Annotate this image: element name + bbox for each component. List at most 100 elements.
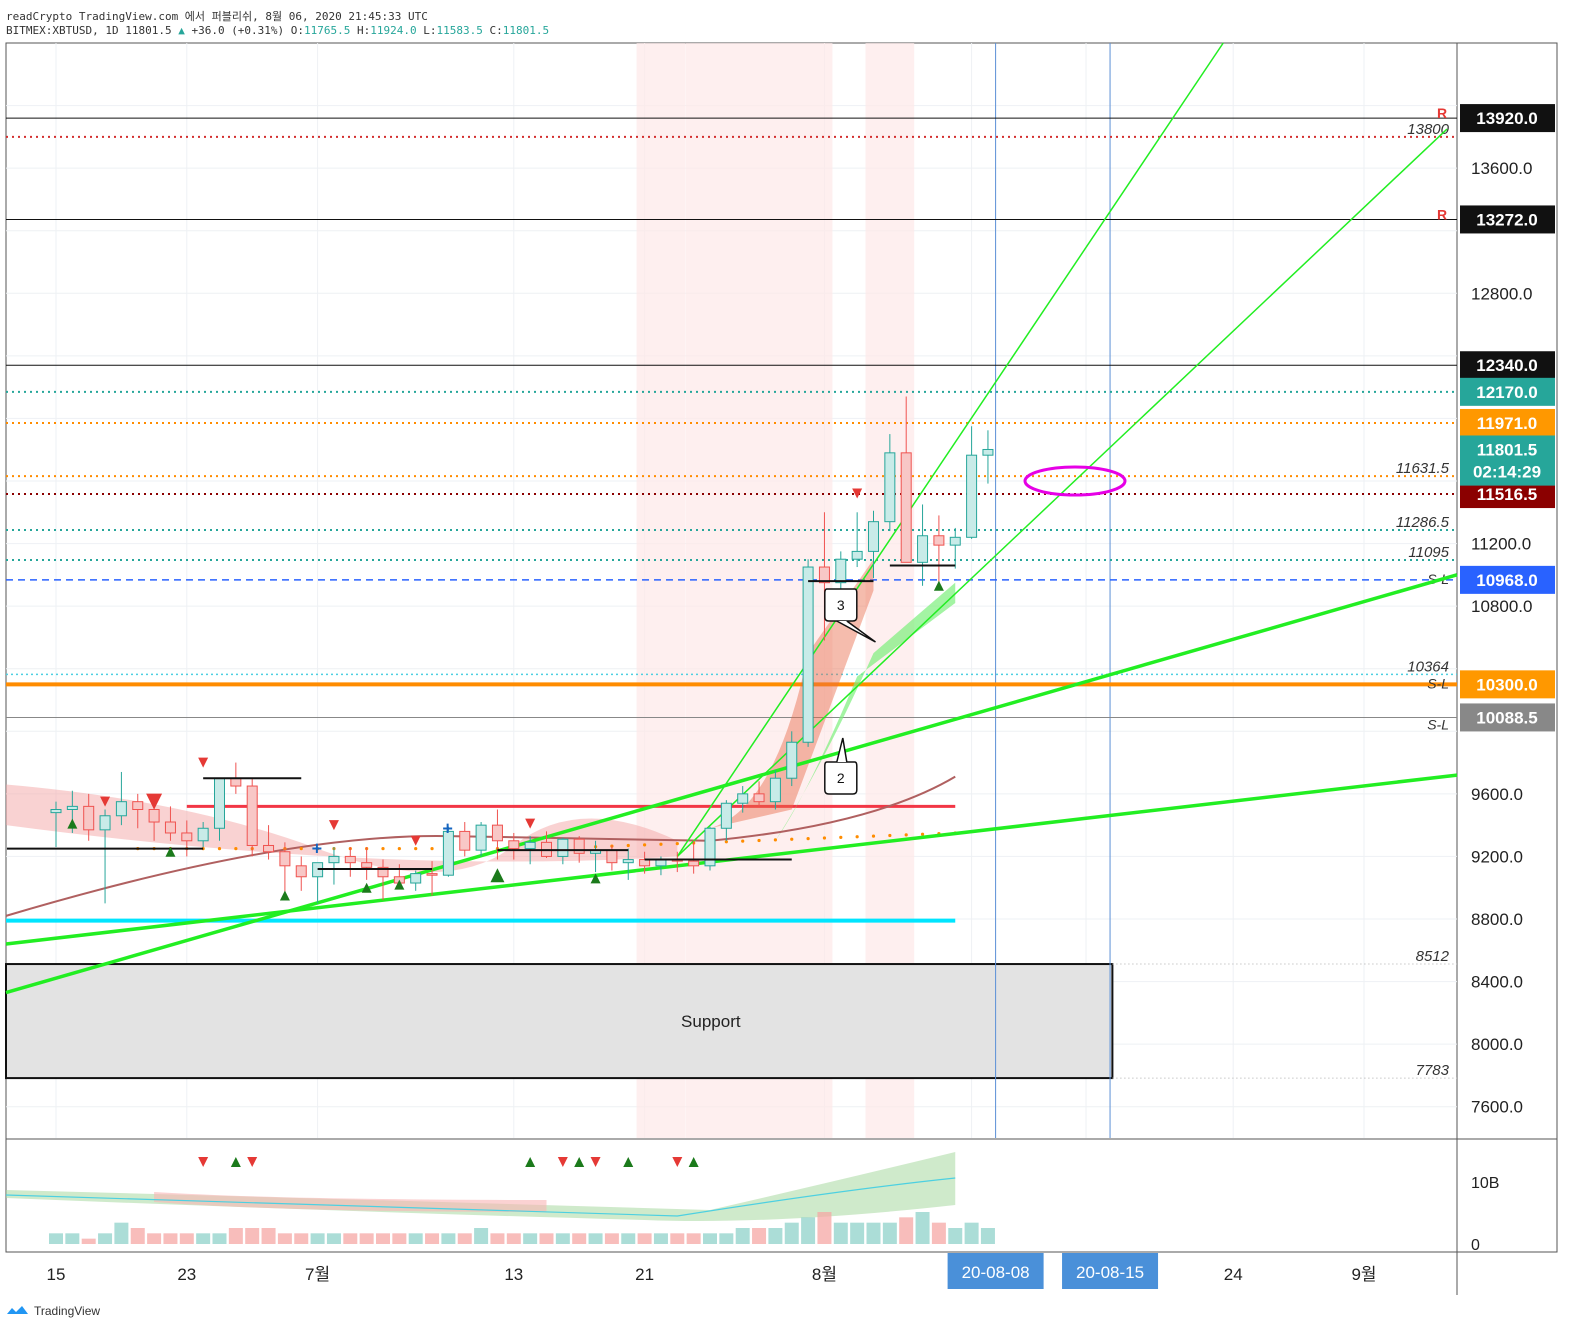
price-badge-12340.0 (1460, 351, 1555, 380)
buy-signal-icon (279, 890, 290, 901)
y-tick-label: 8000.0 (1471, 1035, 1523, 1054)
high-value: 11924.0 (370, 24, 417, 37)
orange-dot (316, 847, 320, 851)
buy-signal-icon (933, 580, 944, 591)
chart-header-line2: BITMEX:XBTUSD, 1D 11801.5 ▲ +36.0 (+0.31… (6, 24, 550, 37)
highlight-band (636, 43, 686, 1138)
candle-body (737, 793, 749, 804)
candle-body (720, 802, 732, 829)
orange-dot (757, 838, 761, 843)
candle-body (557, 838, 569, 857)
price-badge-12170.0 (1460, 377, 1555, 406)
volume-bar (163, 1233, 178, 1244)
price-badge-10088.5 (1460, 703, 1555, 732)
candle-body (851, 550, 863, 560)
sell-signal-icon (852, 488, 863, 499)
candle-body (459, 830, 471, 851)
price-badge-text-11516.5: 11516.5 (1477, 485, 1538, 504)
candle-body (491, 824, 503, 842)
sell-signal-icon (100, 796, 111, 807)
buy-signal-icon (590, 873, 601, 884)
callout-bubble (824, 588, 858, 622)
x-tick-label: 24 (1224, 1265, 1243, 1284)
volume-bar (228, 1228, 243, 1244)
candle-body (230, 777, 242, 787)
volume-bar (948, 1228, 963, 1244)
volume-bar (588, 1233, 603, 1244)
orange-dot (217, 847, 222, 851)
volume-bar (310, 1233, 325, 1244)
x-tick-label: 13 (504, 1265, 523, 1284)
osc-buy-icon (574, 1157, 585, 1167)
orange-dot (920, 832, 925, 836)
volume-bar (637, 1233, 652, 1244)
last-price: 11801.5 (125, 24, 172, 37)
candle-body (148, 809, 160, 823)
volume-bar (326, 1233, 341, 1244)
candle-body (295, 865, 307, 878)
highlight-band (865, 43, 915, 1138)
candle-body (410, 873, 422, 884)
orange-dot (871, 834, 876, 838)
price-badge-text-10300.0: 10300.0 (1476, 675, 1537, 694)
level-label-11286.5: 11286.5 (1396, 514, 1450, 531)
candle-body (933, 535, 945, 546)
orange-dot (659, 842, 663, 846)
green-trend-line-3 (676, 42, 1224, 857)
candle-body (181, 832, 193, 842)
x-tick-label: 8월 (812, 1265, 837, 1284)
candle-body (524, 841, 536, 850)
osc-buy-icon (525, 1157, 536, 1167)
oscillator-cloud-red (154, 1192, 547, 1212)
volume-bar (915, 1212, 930, 1244)
candle-body (361, 862, 373, 868)
candle-body (83, 805, 95, 831)
orange-dot (839, 835, 843, 839)
orange-dot (904, 833, 908, 837)
volume-bar (980, 1228, 995, 1244)
upper-band (710, 559, 874, 829)
osc-tick-label: 10B (1471, 1175, 1499, 1192)
candle-body (688, 860, 700, 867)
volume-bar (833, 1222, 848, 1244)
volume-bar (294, 1233, 309, 1244)
y-tick-label: 9600.0 (1471, 785, 1523, 804)
level-label-8512: 8512 (1416, 948, 1450, 965)
x-tick-label-highlight: 20-08-15 (1076, 1263, 1144, 1282)
volume-bar (359, 1233, 374, 1244)
candle-body (426, 873, 438, 876)
volume-bar (474, 1228, 489, 1244)
open-value: 11765.5 (304, 24, 351, 37)
y-tick-label: 13600.0 (1471, 159, 1532, 178)
chart-header-line1: readCrypto TradingView.com 에서 퍼블리쉬, 8월 0… (6, 10, 428, 23)
countdown-badge (1460, 457, 1555, 486)
volume-bar (899, 1217, 914, 1244)
orange-dot (806, 836, 810, 841)
candle-body (704, 827, 716, 867)
cross-marker-icon: + (312, 839, 323, 859)
sell-signal-icon (328, 820, 339, 831)
price-badge-text-10968.0: 10968.0 (1476, 571, 1537, 590)
y-tick-label: 12800.0 (1471, 284, 1532, 303)
candle-body (982, 448, 994, 456)
price-badge-13920.0 (1460, 104, 1555, 133)
green-trend-line-2 (5, 573, 1458, 995)
volume-bar (817, 1212, 832, 1244)
volume-bar (866, 1222, 881, 1244)
buy-signal-icon (165, 846, 176, 857)
volume-bar (147, 1233, 162, 1244)
volume-bar (850, 1222, 865, 1244)
orange-dot (773, 838, 778, 842)
volume-bar (523, 1233, 538, 1244)
volume-bar (784, 1222, 799, 1244)
sell-signal-icon (525, 818, 536, 829)
x-tick-label: 15 (47, 1265, 66, 1284)
candle-body (132, 801, 144, 811)
orange-dot (381, 847, 385, 851)
candle-body (344, 855, 356, 864)
price-badge-text-12170.0: 12170.0 (1476, 383, 1537, 402)
osc-buy-icon (688, 1157, 699, 1167)
callout-label: 2 (837, 770, 845, 786)
orange-dot (414, 847, 418, 851)
